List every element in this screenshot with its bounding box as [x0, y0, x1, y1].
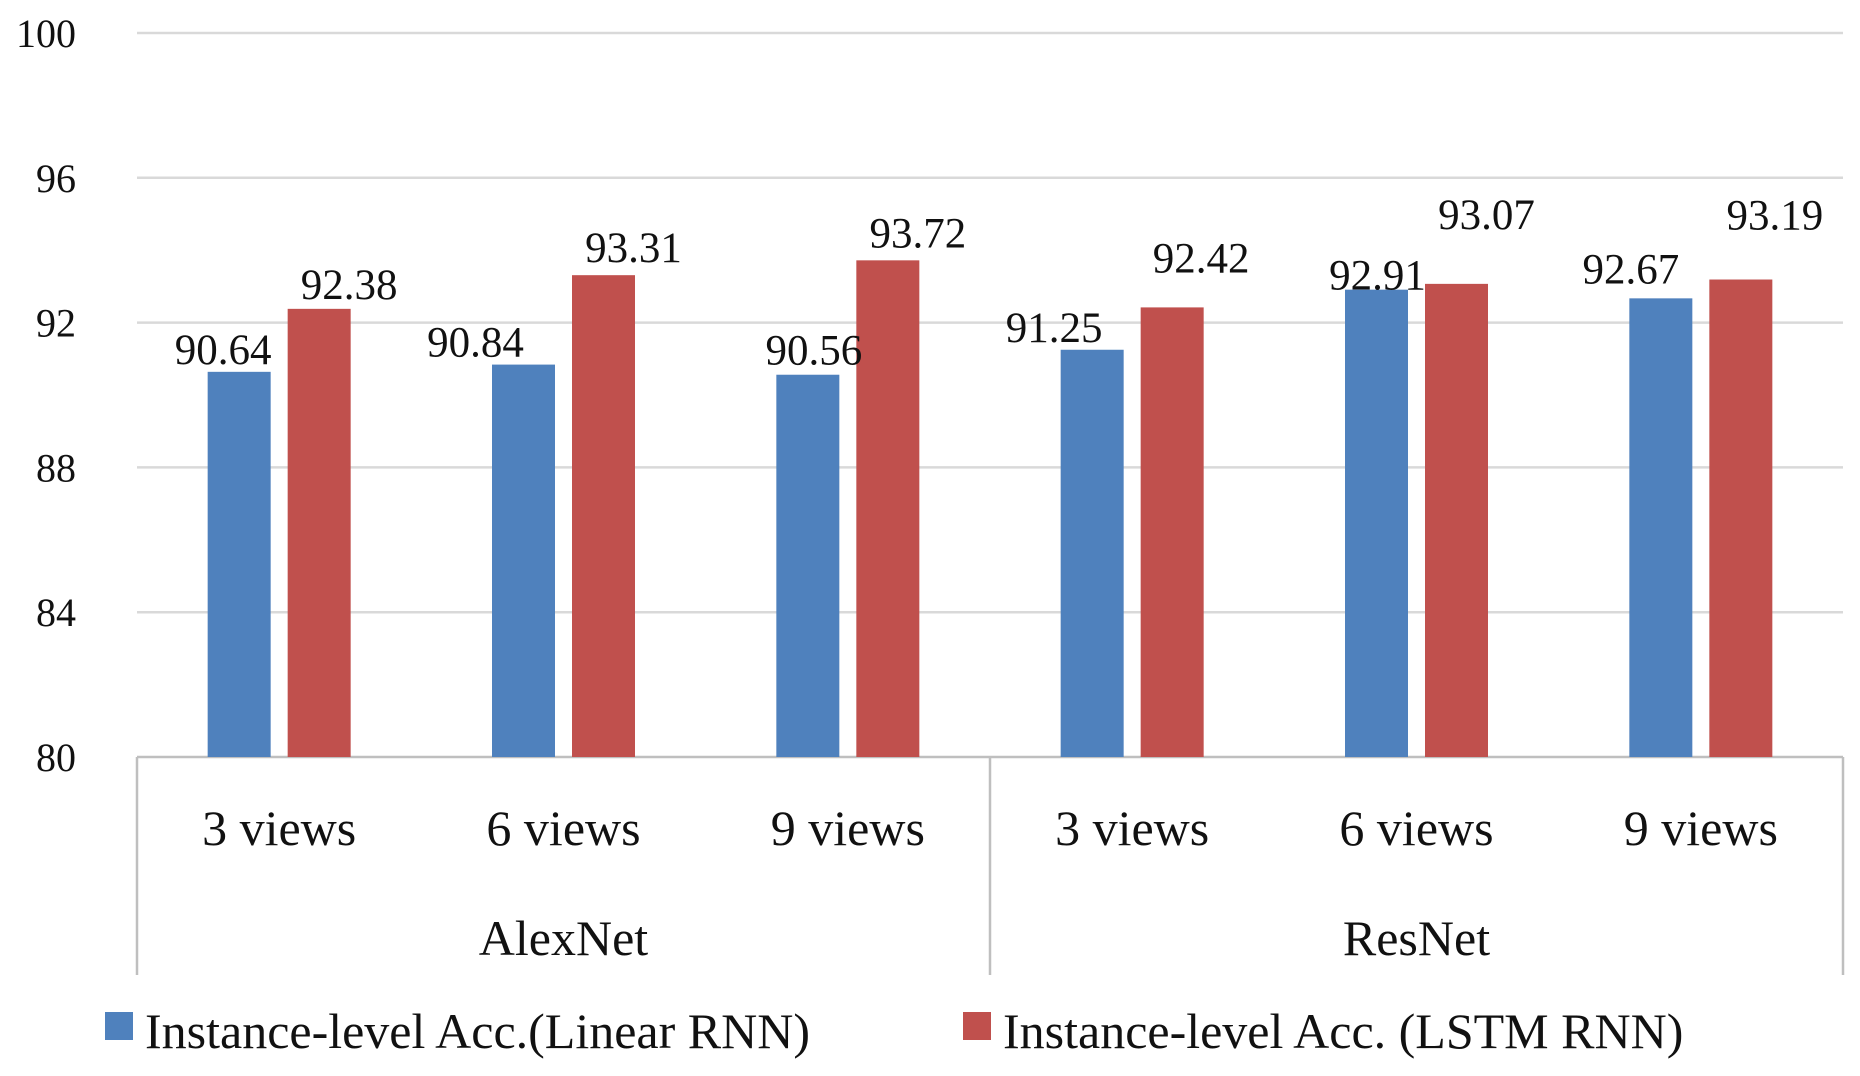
- bar: [1345, 289, 1408, 757]
- data-label: 92.67: [1582, 246, 1679, 293]
- category-label: 3 views: [1055, 800, 1209, 856]
- bar: [1060, 349, 1124, 757]
- data-label: 93.19: [1726, 193, 1823, 240]
- category-label: 9 views: [771, 800, 925, 856]
- group-label: ResNet: [1343, 910, 1490, 966]
- data-label: 90.84: [427, 320, 524, 367]
- data-label: 90.56: [765, 328, 862, 375]
- data-label: 93.72: [869, 210, 966, 257]
- y-tick-label: 100: [16, 11, 76, 56]
- data-label: 92.91: [1329, 253, 1426, 300]
- bar: [492, 364, 555, 757]
- category-label: 3 views: [202, 800, 356, 856]
- bar: [1425, 283, 1488, 757]
- category-label: 9 views: [1624, 800, 1778, 856]
- bar: [572, 275, 635, 757]
- data-label: 90.64: [175, 327, 272, 374]
- gridlines: 80 84 88 92 96 100: [16, 11, 1843, 780]
- category-axis: 3 views 6 views 9 views AlexNet 3 views 6 vie…: [135, 755, 1845, 975]
- legend-swatch: [105, 1012, 133, 1040]
- bar: [287, 308, 351, 757]
- legend-label: Instance-level Acc. (LSTM RNN): [1003, 1003, 1683, 1059]
- data-label: 92.38: [301, 262, 398, 309]
- bar: [1140, 307, 1204, 757]
- data-label: 92.42: [1153, 235, 1250, 282]
- legend: Instance-level Acc.(Linear RNN) Instance-…: [105, 1003, 1683, 1059]
- category-label: 6 views: [1339, 800, 1493, 856]
- bars: [207, 260, 1773, 757]
- y-tick-label: 84: [36, 590, 76, 635]
- bar: [1709, 279, 1773, 757]
- y-tick-label: 96: [36, 156, 76, 201]
- data-label: 93.31: [585, 225, 682, 272]
- bar: [776, 374, 840, 757]
- y-tick-label: 80: [36, 735, 76, 780]
- y-tick-label: 92: [36, 301, 76, 346]
- data-labels: 90.64 90.84 90.56 91.25 92.91 92.67 92.38 93.31…: [175, 192, 1823, 375]
- y-tick-label: 88: [36, 445, 76, 490]
- data-label: 91.25: [1006, 305, 1103, 352]
- legend-swatch: [963, 1012, 991, 1040]
- category-label: 6 views: [486, 800, 640, 856]
- legend-label: Instance-level Acc.(Linear RNN): [145, 1003, 810, 1059]
- bar: [1629, 298, 1693, 757]
- bar: [207, 371, 271, 757]
- data-label: 93.07: [1438, 192, 1535, 239]
- group-label: AlexNet: [479, 910, 648, 966]
- bar: [856, 260, 920, 757]
